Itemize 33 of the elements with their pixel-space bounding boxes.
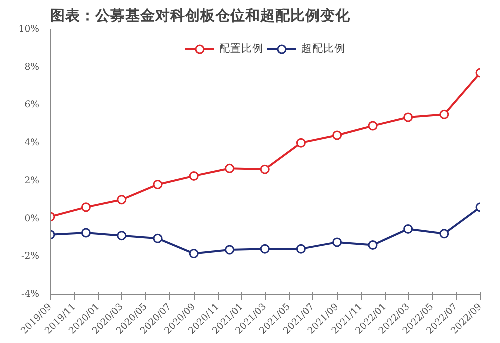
point: [440, 110, 450, 120]
point: [296, 138, 306, 148]
point: [368, 121, 378, 131]
point: [404, 112, 414, 122]
legend-label: 超配比例: [302, 42, 346, 56]
point: [260, 244, 270, 254]
y-tick-label: 2%: [24, 175, 40, 186]
point: [332, 238, 342, 248]
y-tick-label: 0%: [24, 213, 40, 224]
point: [225, 245, 235, 255]
point: [296, 244, 306, 254]
y-tick-label: -4%: [22, 289, 40, 300]
y-tick-label: -2%: [22, 251, 40, 262]
point: [153, 234, 163, 244]
point: [153, 180, 163, 190]
point: [225, 164, 235, 174]
point: [260, 164, 270, 174]
y-tick-label: 8%: [24, 62, 40, 73]
y-tick-label: 6%: [24, 100, 40, 111]
point: [189, 249, 199, 259]
point: [332, 130, 342, 140]
point: [81, 202, 91, 212]
legend-label: 配置比例: [220, 42, 264, 56]
y-tick-label: 4%: [24, 138, 40, 149]
point: [117, 231, 127, 241]
point: [404, 224, 414, 234]
point: [189, 171, 199, 181]
y-tick-label: 10%: [18, 24, 40, 35]
point: [440, 229, 450, 239]
point: [368, 240, 378, 250]
point: [81, 228, 91, 238]
chart-title: 图表：公募基金对科创板仓位和超配比例变化: [50, 6, 352, 24]
point: [117, 195, 127, 205]
